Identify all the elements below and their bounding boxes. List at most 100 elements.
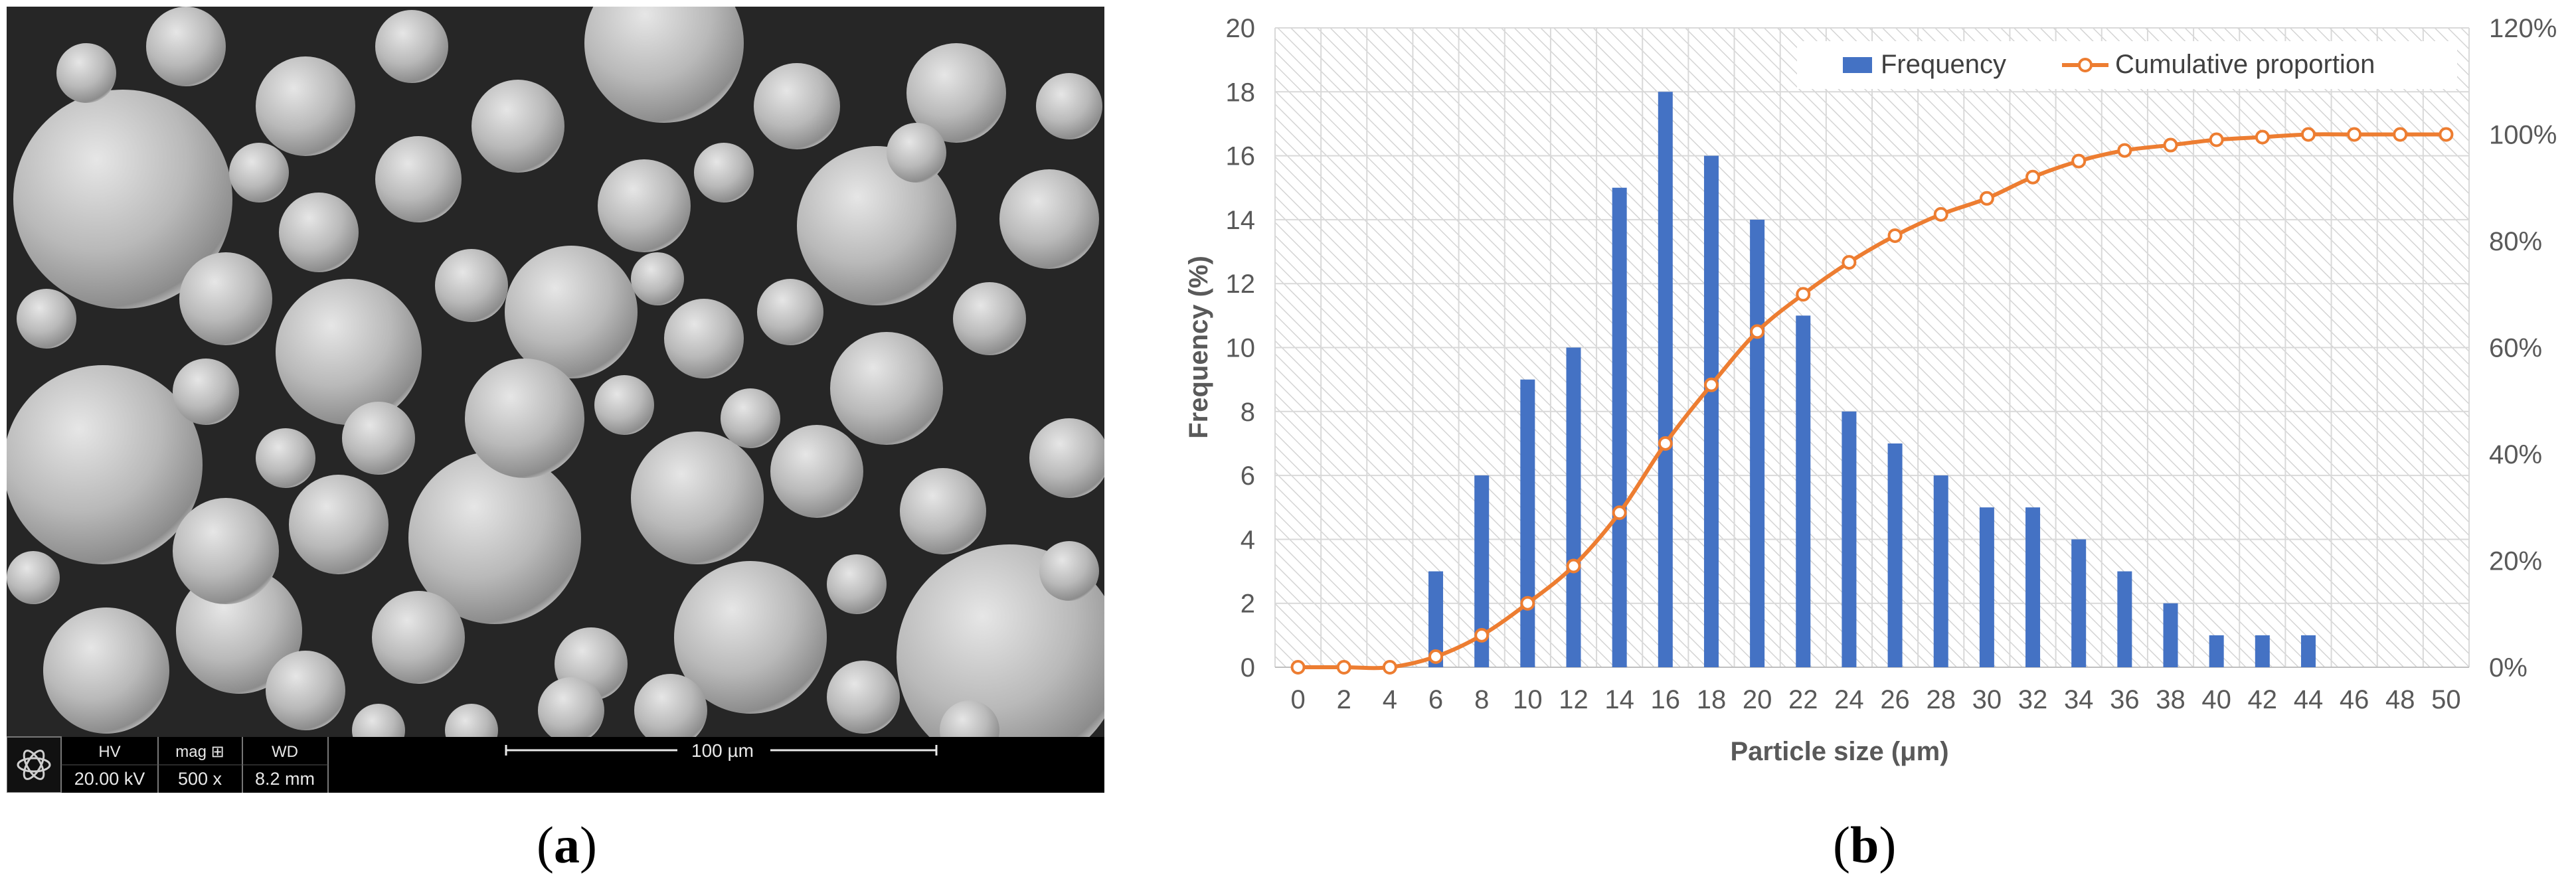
y2-tick-label: 60% [2489,334,2542,363]
powder-sphere [900,468,986,554]
y-tick-label: 10 [1226,334,1256,363]
powder-sphere [375,136,462,222]
cumulative-point [1566,558,1581,574]
y-tick-label: 18 [1226,78,1256,107]
y-axis-right: 0% 20% 40% 60% 80% 100% 120% [2489,14,2557,683]
powder-sphere [7,551,60,604]
powder-sphere [694,143,754,202]
powder-sphere [256,428,315,488]
cumulative-point [1796,287,1811,302]
y2-tick-label: 0% [2489,653,2528,683]
powder-sphere [1036,73,1102,139]
cumulative-point [2163,137,2178,153]
frequency-bar [1428,571,1444,667]
cumulative-point [2071,153,2087,169]
powder-sphere [266,651,345,730]
x-tick-label: 8 [1474,685,1489,714]
powder-sphere [408,451,581,624]
powder-sphere [256,56,355,156]
legend: Frequency Cumulative proportion [1797,41,2457,89]
legend-swatch-frequency [1843,57,1872,73]
y-tick-label: 4 [1241,525,1255,554]
powder-sphere [827,661,900,734]
y-tick-label: 6 [1241,461,1255,491]
powder-sphere [887,123,946,183]
powder-sphere [372,591,465,684]
wd-label: WD [272,743,298,761]
x-tick-label: 6 [1428,685,1443,714]
mag-value: 500 x [178,769,222,789]
x-tick-label: 4 [1383,685,1397,714]
x-tick-label: 26 [1880,685,1910,714]
frequency-bar [2117,571,2132,667]
x-tick-label: 46 [2340,685,2369,714]
frequency-bar [1520,379,1535,667]
cumulative-point [1887,228,1903,243]
y2-tick-label: 40% [2489,440,2542,469]
scale-bar-label: 100 µm [691,740,754,761]
powder-sphere [13,90,232,309]
y2-tick-label: 80% [2489,227,2542,256]
x-tick-label: 48 [2385,685,2415,714]
powder-sphere [598,159,691,252]
frequency-bar [2163,603,2178,667]
sem-image: HV 20.00 kV mag ⊞ 500 x WD 8.2 mm 100 µm [7,7,1104,793]
cumulative-point [2025,169,2041,185]
powder-particles [7,7,1104,770]
frequency-bar [2300,635,2316,667]
legend-label-frequency: Frequency [1881,50,2006,79]
powder-sphere [56,43,116,103]
y2-tick-label: 120% [2489,14,2557,43]
y-tick-label: 2 [1241,590,1255,619]
frequency-bar [1612,187,1627,667]
frequency-bar [1474,475,1490,667]
powder-sphere [146,7,226,86]
frequency-bar [2025,507,2041,667]
y-tick-label: 20 [1226,14,1256,43]
cumulative-point [1428,649,1444,664]
x-tick-label: 0 [1290,685,1305,714]
y-tick-label: 14 [1226,206,1256,235]
cumulative-point [1336,660,1351,675]
powder-sphere [472,80,564,173]
legend-label-cumulative: Cumulative proportion [2115,50,2375,79]
powder-sphere [797,146,956,305]
y-tick-label: 0 [1241,653,1255,683]
legend-marker-cumulative [2078,58,2093,72]
frequency-bar [2071,539,2087,667]
y-tick-label: 16 [1226,142,1256,171]
powder-sphere [757,279,823,345]
cumulative-point [1474,627,1490,643]
x-tick-label: 44 [2294,685,2324,714]
powder-sphere [754,63,840,149]
powder-sphere [43,607,169,734]
x-tick-label: 32 [2018,685,2048,714]
powder-sphere [7,365,203,564]
powder-sphere [953,282,1026,355]
frequency-bar [1566,347,1581,667]
powder-sphere [179,252,272,345]
powder-sphere [465,359,584,478]
cumulative-point [2393,127,2408,142]
x-tick-label: 50 [2431,685,2461,714]
y-axis-title: Frequency (%) [1184,256,1213,439]
powder-sphere [721,388,780,448]
powder-sphere [827,554,887,614]
mag-label: mag ⊞ [175,743,224,761]
cumulative-point [1842,255,1857,270]
powder-sphere [634,674,707,747]
powder-sphere [276,279,422,425]
powder-sphere [229,143,289,202]
frequency-bar [1658,92,1673,668]
x-axis-title: Particle size (μm) [1730,737,1948,766]
frequency-bar [2255,635,2270,667]
cumulative-point [2255,129,2270,145]
cumulative-point [1658,436,1673,451]
sem-logo-icon [17,750,51,780]
powder-sphere [674,561,827,714]
x-tick-label: 16 [1651,685,1681,714]
y-tick-label: 8 [1241,398,1255,427]
x-tick-label: 36 [2110,685,2140,714]
powder-sphere [631,252,684,305]
powder-sphere [375,10,448,83]
